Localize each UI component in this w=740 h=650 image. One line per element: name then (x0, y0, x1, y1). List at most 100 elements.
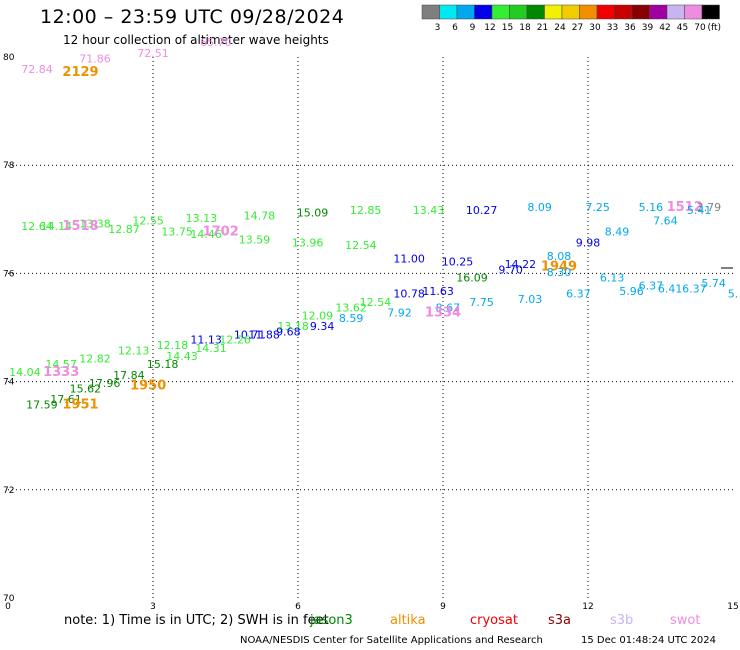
data-label: 11.88 (248, 328, 280, 341)
color-swatch (666, 4, 685, 20)
data-label: 8.30 (547, 266, 572, 279)
satellite-cryosat: cryosat (470, 613, 518, 628)
data-label: 7.03 (518, 293, 543, 306)
color-swatch (701, 4, 720, 20)
y-tick-label: 70 (3, 594, 15, 604)
data-label: 14.57 (45, 358, 77, 371)
color-bin-label: 6 (452, 23, 458, 33)
x-tick-label: 12 (582, 602, 593, 612)
color-bin-label: 12 (484, 23, 495, 33)
color-bin-label: 21 (537, 23, 548, 33)
color-bin-label: 15 (502, 23, 513, 33)
data-label: 3.79 (697, 201, 722, 214)
data-label: 9.98 (576, 236, 601, 249)
data-label: 13.13 (186, 212, 218, 225)
satellite-s3a: s3a (548, 613, 572, 628)
data-label: 15.62 (70, 382, 102, 395)
data-label: 71.86 (79, 52, 111, 65)
x-tick-label: 15 (727, 602, 738, 612)
data-label: 9.68 (276, 326, 301, 339)
data-label: 13.18 (277, 320, 309, 333)
data-label: 14.46 (190, 228, 222, 241)
data-label: 1949 (541, 260, 577, 275)
data-label: 5. (728, 288, 739, 301)
satellite-s3b: s3b (610, 613, 634, 628)
color-swatch (474, 4, 493, 20)
x-tick-label: 9 (440, 602, 446, 612)
color-bin-label: 24 (554, 23, 566, 33)
color-unit-label: (ft) (708, 23, 722, 33)
data-label: 1518 (62, 219, 98, 234)
data-label: 9.70 (498, 263, 523, 276)
color-swatch (579, 4, 598, 20)
data-label: 6.37 (639, 280, 664, 293)
data-label: 10.25 (442, 255, 474, 268)
data-label: 8.67 (436, 301, 461, 314)
data-label: 1702 (203, 225, 239, 240)
data-label: 14.04 (9, 366, 41, 379)
chart-subtitle: 12 hour collection of altimeter wave hei… (63, 33, 329, 47)
data-label: 72.84 (21, 63, 53, 76)
data-label: 15.09 (297, 207, 329, 220)
data-label: 1333 (43, 365, 79, 380)
color-bin-label: 18 (519, 23, 531, 33)
y-tick-label: 78 (3, 161, 15, 171)
data-label: 12.54 (360, 296, 392, 309)
data-label: 1334 (425, 306, 461, 321)
color-swatch (561, 4, 580, 20)
y-tick-label: 76 (3, 269, 15, 279)
color-bin-label: 70 (694, 23, 706, 33)
data-label: 16.09 (456, 272, 488, 285)
color-bin-label: 9 (470, 23, 476, 33)
data-label: 7.75 (469, 296, 494, 309)
x-tick-label: 3 (150, 602, 156, 612)
data-label: 12.87 (108, 223, 140, 236)
color-bin-label: 36 (624, 23, 636, 33)
color-swatch (456, 4, 475, 20)
data-label: 8.49 (605, 226, 630, 239)
data-label: 11.00 (393, 253, 425, 266)
data-label: 7.25 (585, 201, 610, 214)
data-label: 13.62 (335, 301, 367, 314)
data-label: 14.14 (41, 220, 73, 233)
color-swatch (649, 4, 668, 20)
color-legend: 3 6 9 12 15 18 21 24 27 30 33 36 39 42 45 70 (ft) (421, 4, 722, 33)
data-label: 14.22 (505, 258, 537, 271)
satellite-swot: swot (670, 613, 701, 628)
data-label: 2129 (62, 65, 98, 80)
color-bin-label: 33 (607, 23, 618, 33)
color-swatch (439, 4, 458, 20)
y-tick-label: 74 (3, 378, 15, 388)
data-label: 10.27 (466, 204, 498, 217)
data-label: 12.54 (345, 239, 377, 252)
data-label: 14.43 (166, 350, 198, 363)
data-label: 8.09 (527, 201, 552, 214)
data-label: 6.37 (566, 288, 591, 301)
data-label: 17.84 (113, 369, 145, 382)
data-label: 13.59 (239, 234, 271, 247)
color-swatch (614, 4, 633, 20)
color-swatch (544, 4, 563, 20)
color-swatch (631, 4, 650, 20)
data-label: 12.18 (157, 339, 189, 352)
data-label: 12.55 (132, 215, 164, 228)
data-label: 65.70 (200, 36, 232, 49)
data-label: 7.64 (653, 215, 678, 228)
axes: 0 3 6 9 12 15 70 72 74 76 78 80 (3, 53, 739, 612)
x-tick-label: 0 (5, 602, 11, 612)
data-label: 5.16 (639, 201, 664, 214)
color-swatch (596, 4, 615, 20)
x-tick-label: 6 (295, 602, 301, 612)
data-label: 12.85 (350, 204, 382, 217)
credit-line: NOAA/NESDIS Center for Satellite Applica… (240, 635, 543, 646)
data-label: 11.63 (422, 285, 454, 298)
y-tick-label: 72 (3, 486, 14, 496)
data-label: 5.41 (687, 204, 712, 217)
data-label: 6.41 (658, 282, 683, 295)
data-label: 17.61 (50, 393, 82, 406)
data-label: 12.64 (21, 220, 53, 233)
color-bin-label: 30 (589, 23, 601, 33)
color-swatch (684, 4, 703, 20)
data-label: 8.08 (547, 250, 572, 263)
